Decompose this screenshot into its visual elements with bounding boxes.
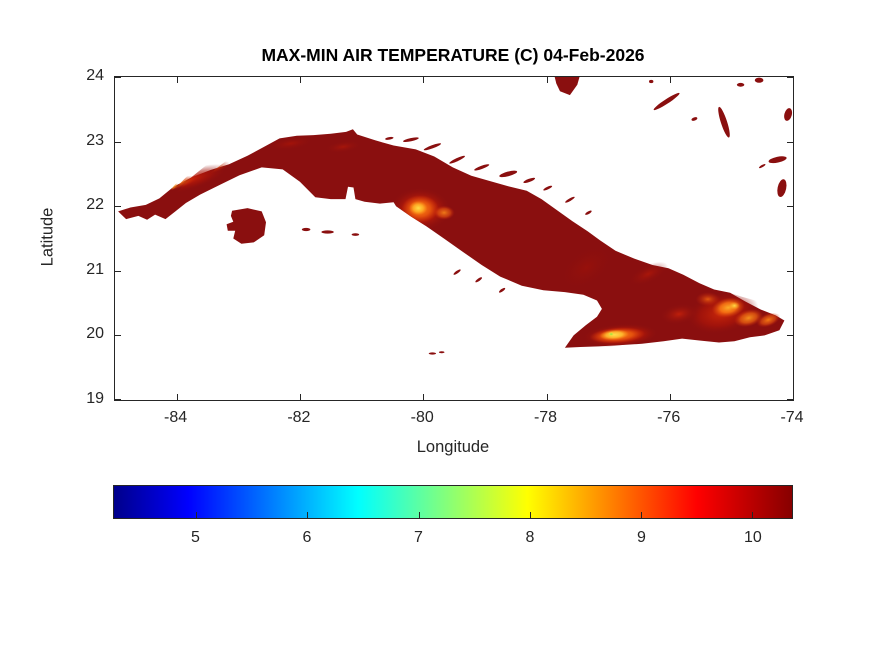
small-island — [653, 92, 680, 111]
x-tick-mark — [299, 394, 301, 400]
x-tick-mark-top — [423, 77, 425, 83]
small-island — [649, 79, 654, 84]
small-island — [475, 277, 483, 283]
small-island — [768, 156, 787, 164]
small-island — [523, 177, 536, 183]
small-island — [438, 351, 445, 354]
colorbar-tick-mark — [418, 512, 420, 518]
colorbar-tick-mark — [196, 512, 198, 518]
small-island — [403, 137, 419, 142]
landmass-andros-bank — [554, 77, 580, 96]
landmass-cuba — [118, 129, 785, 348]
x-tick-label: -84 — [164, 409, 188, 426]
x-tick-mark — [423, 394, 425, 400]
y-tick-mark-right — [787, 335, 793, 337]
colorbar-tick-label: 5 — [191, 529, 200, 546]
small-island — [758, 164, 766, 169]
x-tick-label: -76 — [657, 409, 681, 426]
x-tick-mark-top — [669, 77, 671, 83]
small-island — [784, 108, 793, 121]
temperature-anomaly-patch — [559, 244, 614, 291]
x-tick-mark — [546, 394, 548, 400]
y-tick-label: 23 — [86, 131, 104, 149]
small-island — [453, 269, 461, 275]
y-tick-mark — [115, 206, 121, 208]
small-island — [321, 230, 334, 234]
y-tick-mark — [115, 399, 121, 400]
small-island — [754, 77, 764, 83]
small-island — [736, 82, 745, 87]
x-tick-label: -80 — [410, 409, 434, 426]
small-island — [543, 185, 553, 191]
y-tick-label: 20 — [86, 325, 104, 343]
colorbar-tick-label: 9 — [636, 529, 646, 546]
temperature-anomaly-patch — [608, 332, 614, 336]
small-island — [585, 210, 592, 215]
colorbar-tick-mark — [752, 512, 753, 518]
y-tick-mark — [115, 335, 121, 337]
small-island — [385, 136, 394, 140]
small-island — [474, 164, 490, 171]
x-tick-mark-top — [546, 77, 548, 83]
colorbar-tick-label: 7 — [413, 529, 423, 546]
x-tick-mark-top — [793, 77, 794, 83]
colorbar — [113, 485, 793, 519]
temperature-anomaly-patch — [734, 309, 764, 327]
temperature-anomaly-patch — [659, 303, 699, 325]
colorbar-tick-label: 10 — [743, 529, 762, 546]
colorbar-tick-label: 6 — [302, 529, 312, 546]
temperature-anomaly-patch — [324, 140, 362, 154]
temperature-anomaly-patch — [409, 201, 428, 216]
colorbar-tick-mark — [640, 512, 642, 518]
temperature-anomaly-patch — [728, 301, 740, 310]
temperature-anomaly-patch — [433, 205, 455, 220]
y-tick-mark-right — [787, 141, 793, 143]
small-island — [449, 155, 465, 164]
small-island — [351, 233, 360, 236]
x-tick-mark — [176, 394, 178, 400]
x-tick-label: -82 — [287, 409, 311, 426]
plot-title: MAX-MIN AIR TEMPERATURE (C) 04-Feb-2026 — [261, 45, 645, 65]
landmass-isla-de-la-juventud — [226, 208, 266, 244]
y-tick-label: 22 — [86, 196, 104, 214]
temperature-anomaly-patch — [628, 261, 669, 287]
temperature-anomaly-patch — [599, 329, 630, 341]
x-axis-label: Longitude — [416, 438, 490, 456]
y-tick-mark-right — [787, 270, 793, 272]
y-axis-label: Latitude — [38, 207, 57, 267]
small-island — [428, 352, 437, 355]
x-tick-label: -78 — [533, 409, 558, 426]
x-tick-mark — [793, 394, 794, 400]
y-tick-mark — [115, 270, 121, 272]
colorbar-tick-label: 8 — [525, 529, 535, 546]
y-tick-mark — [115, 141, 121, 143]
y-tick-mark — [115, 77, 121, 78]
x-tick-mark — [669, 394, 671, 400]
x-tick-label: -74 — [780, 409, 804, 426]
y-tick-mark-right — [787, 206, 793, 208]
small-island — [718, 106, 730, 138]
small-island — [565, 196, 575, 203]
y-tick-mark-right — [787, 77, 793, 78]
y-tick-label: 21 — [86, 260, 104, 278]
x-tick-mark-top — [176, 77, 178, 83]
y-tick-label: 24 — [86, 67, 104, 84]
small-island — [423, 143, 442, 151]
x-tick-mark-top — [299, 77, 301, 83]
small-island — [777, 179, 787, 197]
small-island — [498, 287, 506, 293]
temperature-anomaly-patch — [695, 292, 721, 307]
small-island — [301, 227, 311, 232]
plot-area — [114, 76, 794, 401]
small-island — [691, 117, 698, 121]
temperature-anomaly-patch — [756, 312, 781, 328]
map-svg — [118, 77, 793, 355]
colorbar-tick-mark — [307, 512, 309, 518]
small-island — [499, 170, 518, 178]
colorbar-tick-mark — [529, 512, 531, 518]
y-tick-label: 19 — [86, 390, 104, 407]
y-tick-mark-right — [787, 399, 793, 400]
